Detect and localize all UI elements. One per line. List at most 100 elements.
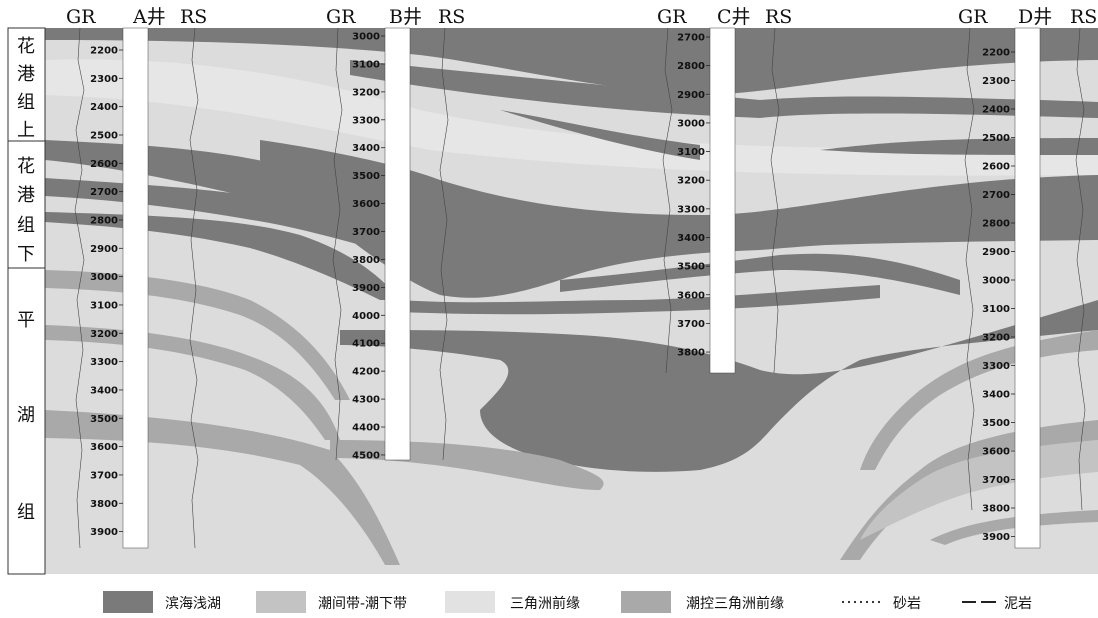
well-a-rs-label: RS: [180, 6, 207, 28]
formation-lower-char-3: 组: [17, 215, 35, 236]
depth-label-well-b: 3900: [352, 283, 380, 294]
well-d-rs-label: RS: [1070, 6, 1097, 28]
depth-label-well-d: 3100: [982, 304, 1010, 315]
depth-label-well-a: 3600: [90, 442, 118, 453]
depth-label-well-a: 3700: [90, 470, 118, 481]
depth-label-well-d: 3700: [982, 475, 1010, 486]
depth-label-well-b: 4200: [352, 367, 380, 378]
depth-label-well-b: 3800: [352, 255, 380, 266]
depth-label-well-b: 3200: [352, 87, 380, 98]
depth-label-well-d: 2400: [982, 105, 1010, 116]
coastal-lake-band-upper: [350, 60, 1098, 118]
legend-label-delta-front: 三角洲前缘: [510, 595, 580, 612]
depth-label-well-a: 2800: [90, 215, 118, 226]
well-b-gr-label: GR: [326, 6, 356, 28]
legend-swatch-coastal-shallow-lake: [103, 591, 153, 613]
depth-label-well-b: 3000: [352, 32, 380, 43]
depth-label-well-d: 2200: [982, 48, 1010, 59]
depth-label-well-b: 4300: [352, 395, 380, 406]
formation-pinghu-char-1: 平: [17, 310, 35, 331]
tide-delta-band-d1: [860, 330, 1098, 470]
well-a-gr-label: GR: [66, 6, 96, 28]
well-column-b: [332, 27, 449, 461]
depth-label-well-b: 4000: [352, 311, 380, 322]
coastal-lake-band-a3: [45, 212, 400, 300]
depth-label-well-c: 3400: [677, 233, 705, 244]
depth-label-well-d: 3900: [982, 532, 1010, 543]
well-a-name: A井: [132, 6, 166, 28]
legend-label-coastal-shallow-lake: 滨海浅湖: [165, 596, 221, 612]
coastal-lake-band-a2: [45, 178, 460, 275]
formation-pinghu-char-2: 湖: [17, 405, 35, 426]
depth-label-well-a: 3300: [90, 357, 118, 368]
coastal-lake-band-c2: [560, 253, 960, 295]
depth-label-well-b: 3600: [352, 199, 380, 210]
depth-label-well-a: 2700: [90, 187, 118, 198]
depth-label-well-a: 3000: [90, 272, 118, 283]
depth-label-well-d: 2500: [982, 133, 1010, 144]
depth-label-well-c: 3100: [677, 147, 705, 158]
coastal-lake-body-bc: [260, 140, 1098, 298]
header-row: GR A井 RS GR B井 RS GR C井 RS GR D井 RS: [66, 6, 1097, 28]
depth-label-well-a: 3500: [90, 414, 118, 425]
tide-delta-band-d3: [930, 510, 1098, 545]
depth-label-well-a: 2500: [90, 130, 118, 141]
legend-swatch-intertidal-subtidal: [256, 591, 306, 613]
well-c-name: C井: [717, 6, 751, 28]
depth-label-well-d: 3000: [982, 276, 1010, 287]
sedimentary-facies-bodies: [45, 28, 1098, 565]
depth-label-well-c: 3500: [677, 262, 705, 273]
coastal-lake-band-top: [45, 28, 1098, 95]
depth-label-well-d: 3500: [982, 418, 1010, 429]
depth-label-well-b: 3500: [352, 171, 380, 182]
depth-label-well-d: 2600: [982, 162, 1010, 173]
depth-label-well-a: 3800: [90, 499, 118, 510]
depth-label-well-c: 3300: [677, 204, 705, 215]
depth-label-well-a: 2600: [90, 159, 118, 170]
depth-label-well-c: 2900: [677, 90, 705, 101]
depth-label-well-c: 3000: [677, 118, 705, 129]
delta-front-band: [45, 59, 1098, 176]
formation-upper-char-1: 花: [17, 36, 35, 57]
formation-lower-char-4: 下: [17, 244, 35, 265]
well-c-gr-label: GR: [657, 6, 687, 28]
depth-label-well-d: 3600: [982, 447, 1010, 458]
depth-label-well-b: 3700: [352, 227, 380, 238]
well-c-rs-label: RS: [765, 6, 792, 28]
depth-label-well-d: 2700: [982, 190, 1010, 201]
well-d-name: D井: [1018, 6, 1052, 28]
tide-delta-band-a2: [45, 325, 340, 440]
tide-delta-band-a1: [45, 270, 350, 400]
depth-label-well-c: 3600: [677, 290, 705, 301]
well-columns: 2200 2300 2400 2500 2600 2700 2800 2900 3000 3100…: [74, 27, 1086, 549]
well-column-d: [964, 27, 1086, 549]
depth-label-well-d: 2800: [982, 219, 1010, 230]
legend-swatch-sandstone-dots: [841, 600, 881, 604]
depth-label-well-d: 3300: [982, 361, 1010, 372]
depth-label-well-b: 3300: [352, 115, 380, 126]
depth-label-well-d: 2300: [982, 76, 1010, 87]
tide-delta-band-a3: [45, 410, 400, 565]
coastal-lake-band-c1: [440, 222, 1098, 251]
coastal-lake-wedge-b: [500, 110, 700, 160]
well-b-rs-label: RS: [438, 6, 465, 28]
formation-upper-char-4: 上: [17, 120, 35, 141]
well-b-name: B井: [389, 6, 422, 28]
tide-delta-band-d2: [840, 420, 1098, 560]
legend-label-intertidal-subtidal: 潮间带-潮下带: [318, 596, 407, 612]
depth-label-well-a: 2200: [90, 46, 118, 57]
depth-label-well-b: 3400: [352, 143, 380, 154]
coastal-lake-body-lower: [340, 300, 1098, 472]
depth-labels: 2200 2300 2400 2500 2600 2700 2800 2900 3000 3100…: [90, 32, 1015, 543]
depth-label-well-c: 3700: [677, 319, 705, 330]
depth-label-well-a: 3900: [90, 527, 118, 538]
depth-label-well-b: 4500: [352, 450, 380, 461]
depth-label-well-b: 3100: [352, 59, 380, 70]
formation-lower-char-1: 花: [17, 156, 35, 177]
depth-label-well-d: 3800: [982, 504, 1010, 515]
coastal-lake-band-c3: [400, 285, 880, 315]
formation-column: 花 港 组 上 花 港 组 下 平 湖 组: [7, 27, 46, 575]
depth-label-well-c: 2800: [677, 61, 705, 72]
depth-label-well-c: 3200: [677, 176, 705, 187]
